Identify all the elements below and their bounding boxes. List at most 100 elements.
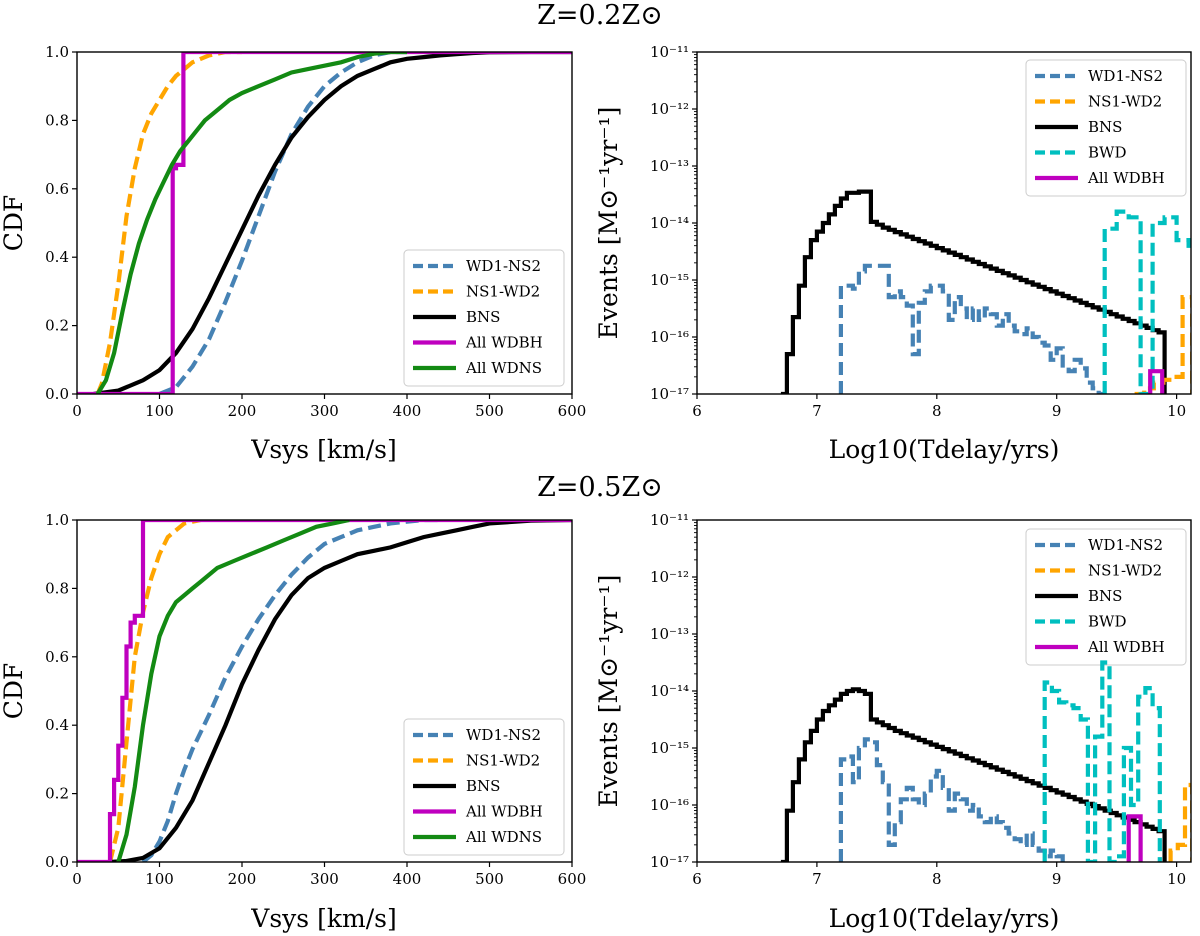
xtick-label-cdf-bottom-0: 0 [72, 870, 82, 888]
ytick-label-cdf-top-1: 0.2 [45, 317, 69, 335]
plot-area-cdf-bottom [77, 520, 572, 862]
legend-label-cdf-top-2: BNS [466, 308, 500, 326]
xtick-label-hist-bottom-4: 10 [1167, 870, 1186, 888]
xtick-label-cdf-top-1: 100 [145, 402, 174, 420]
legend-label-cdf-bottom-3: All WDBH [465, 803, 543, 821]
ytick-label-hist-bottom-2: 10⁻¹⁵ [650, 739, 689, 757]
ylabel-cdf-bottom: CDF [0, 663, 28, 720]
ytick-label-hist-top-5: 10⁻¹² [650, 100, 689, 118]
legend-cdf-bottom: WD1-NS2 NS1-WD2 BNS All WDBH All WDNS [403, 718, 565, 856]
panel-cdf-top: CDF Vsys [km/s] WD1-NS2 NS1-WD2 BNS All WDB… [0, 43, 586, 464]
plot-area-cdf-top [77, 52, 572, 394]
ytick-label-hist-top-0: 10⁻¹⁷ [650, 385, 689, 403]
xtick-label-hist-bottom-2: 8 [932, 870, 942, 888]
xtick-label-cdf-bottom-4: 400 [393, 870, 422, 888]
ytick-label-cdf-top-2: 0.4 [45, 248, 69, 266]
xlabel-cdf-top: Vsys [km/s] [250, 435, 396, 464]
xlabel-hist-bottom: Log10(Tdelay/yrs) [829, 904, 1060, 933]
legend-box-hist-top [1025, 59, 1187, 197]
ytick-label-cdf-bottom-3: 0.6 [45, 648, 69, 666]
panel-hist-top: Events [M⊙⁻¹yr⁻¹] Log10(Tdelay/yrs) WD1-… [594, 43, 1192, 464]
xtick-label-hist-top-1: 7 [812, 402, 822, 420]
series-hist-bottom-ns1-wd2 [1168, 782, 1191, 862]
series-cdf-top-all-wdns [95, 52, 407, 394]
series-hist-top-wd1-ns2 [838, 263, 1105, 394]
xtick-label-hist-bottom-0: 6 [692, 870, 702, 888]
series-hist-top-all-wdbh [1148, 369, 1165, 394]
ytick-label-hist-bottom-1: 10⁻¹⁶ [650, 796, 689, 814]
xtick-label-cdf-top-0: 0 [72, 402, 82, 420]
legend-label-cdf-top-3: All WDBH [465, 334, 543, 352]
legend-label-hist-bottom-1: NS1-WD2 [1088, 562, 1162, 580]
ylabel-hist-top: Events [M⊙⁻¹yr⁻¹] [594, 107, 623, 340]
ytick-label-cdf-top-5: 1.0 [45, 43, 69, 61]
xtick-label-cdf-bottom-3: 300 [310, 870, 339, 888]
ytick-label-hist-top-6: 10⁻¹¹ [650, 43, 689, 61]
legend-label-cdf-bottom-4: All WDNS [465, 828, 542, 846]
legend-label-hist-top-0: WD1-NS2 [1088, 67, 1163, 85]
legend-label-cdf-top-4: All WDNS [465, 359, 542, 377]
xtick-label-hist-bottom-1: 7 [812, 870, 822, 888]
xtick-label-cdf-top-2: 200 [228, 402, 257, 420]
legend-label-hist-top-3: BWD [1088, 144, 1126, 162]
ytick-label-cdf-bottom-1: 0.2 [45, 785, 69, 803]
legend-hist-bottom: WD1-NS2 NS1-WD2 BNS BWD All WDBH [1025, 528, 1187, 666]
legend-label-hist-bottom-0: WD1-NS2 [1088, 536, 1163, 554]
title-top: Z=0.2Z⊙ [537, 0, 663, 31]
series-cdf-top-all-wdbh [77, 52, 572, 394]
xtick-label-cdf-bottom-6: 600 [558, 870, 587, 888]
xtick-label-hist-top-3: 9 [1052, 402, 1062, 420]
series-hist-top-bns [780, 189, 1167, 394]
legend-label-hist-top-1: NS1-WD2 [1088, 93, 1162, 111]
panel-hist-bottom: Events [M⊙⁻¹yr⁻¹] Log10(Tdelay/yrs) WD1-… [594, 511, 1192, 933]
series-cdf-bottom-all-wdns [116, 520, 350, 862]
series-cdf-top-bns [93, 52, 572, 394]
legend-label-cdf-top-0: WD1-NS2 [466, 257, 541, 275]
series-cdf-bottom-all-wdbh [77, 520, 572, 862]
xtick-label-cdf-bottom-1: 100 [145, 870, 174, 888]
ytick-label-cdf-top-3: 0.6 [45, 180, 69, 198]
legend-label-hist-bottom-3: BWD [1088, 613, 1126, 631]
series-cdf-bottom-bns [109, 520, 572, 862]
xtick-label-cdf-top-3: 300 [310, 402, 339, 420]
series-hist-bottom-bwd [1042, 660, 1162, 862]
ylabel-cdf-top: CDF [0, 195, 28, 252]
ytick-label-hist-top-4: 10⁻¹³ [650, 157, 689, 175]
ytick-label-cdf-bottom-5: 1.0 [45, 511, 69, 529]
legend-box-cdf-bottom [403, 718, 565, 856]
xlabel-hist-top: Log10(Tdelay/yrs) [829, 435, 1060, 464]
xtick-label-cdf-top-5: 500 [475, 402, 504, 420]
legend-label-hist-bottom-2: BNS [1088, 587, 1122, 605]
legend-label-hist-top-4: All WDBH [1087, 169, 1165, 187]
ytick-label-hist-bottom-3: 10⁻¹⁴ [650, 682, 689, 700]
ytick-label-cdf-bottom-4: 0.8 [45, 579, 69, 597]
xtick-label-hist-top-2: 8 [932, 402, 942, 420]
title-bottom: Z=0.5Z⊙ [537, 472, 663, 503]
ytick-label-hist-bottom-4: 10⁻¹³ [650, 625, 689, 643]
xtick-label-hist-top-4: 10 [1167, 402, 1186, 420]
ytick-label-cdf-bottom-0: 0.0 [45, 853, 69, 871]
legend-cdf-top: WD1-NS2 NS1-WD2 BNS All WDBH All WDNS [403, 249, 565, 387]
legend-box-cdf-top [403, 249, 565, 387]
ytick-label-hist-top-1: 10⁻¹⁶ [650, 328, 689, 346]
xtick-label-cdf-top-6: 600 [558, 402, 587, 420]
xtick-label-cdf-bottom-5: 500 [475, 870, 504, 888]
ytick-label-hist-bottom-6: 10⁻¹¹ [650, 511, 689, 529]
legend-label-cdf-bottom-0: WD1-NS2 [466, 726, 541, 744]
series-hist-bottom-bns [780, 687, 1167, 862]
xtick-label-cdf-top-4: 400 [393, 402, 422, 420]
legend-label-cdf-bottom-1: NS1-WD2 [466, 752, 540, 770]
xlabel-cdf-bottom: Vsys [km/s] [250, 904, 396, 933]
ytick-label-hist-bottom-5: 10⁻¹² [650, 568, 689, 586]
legend-label-hist-bottom-4: All WDBH [1087, 638, 1165, 656]
legend-label-cdf-bottom-2: BNS [466, 777, 500, 795]
series-hist-top-bwd [1102, 209, 1191, 394]
series-hist-bottom-all-wdbh [1126, 814, 1143, 862]
ytick-label-cdf-bottom-2: 0.4 [45, 716, 69, 734]
series-cdf-top-ns1-wd2 [95, 52, 242, 394]
series-cdf-bottom-ns1-wd2 [107, 520, 202, 862]
legend-hist-top: WD1-NS2 NS1-WD2 BNS BWD All WDBH [1025, 59, 1187, 197]
series-hist-bottom-wd1-ns2 [838, 737, 1069, 862]
xtick-label-cdf-bottom-2: 200 [228, 870, 257, 888]
